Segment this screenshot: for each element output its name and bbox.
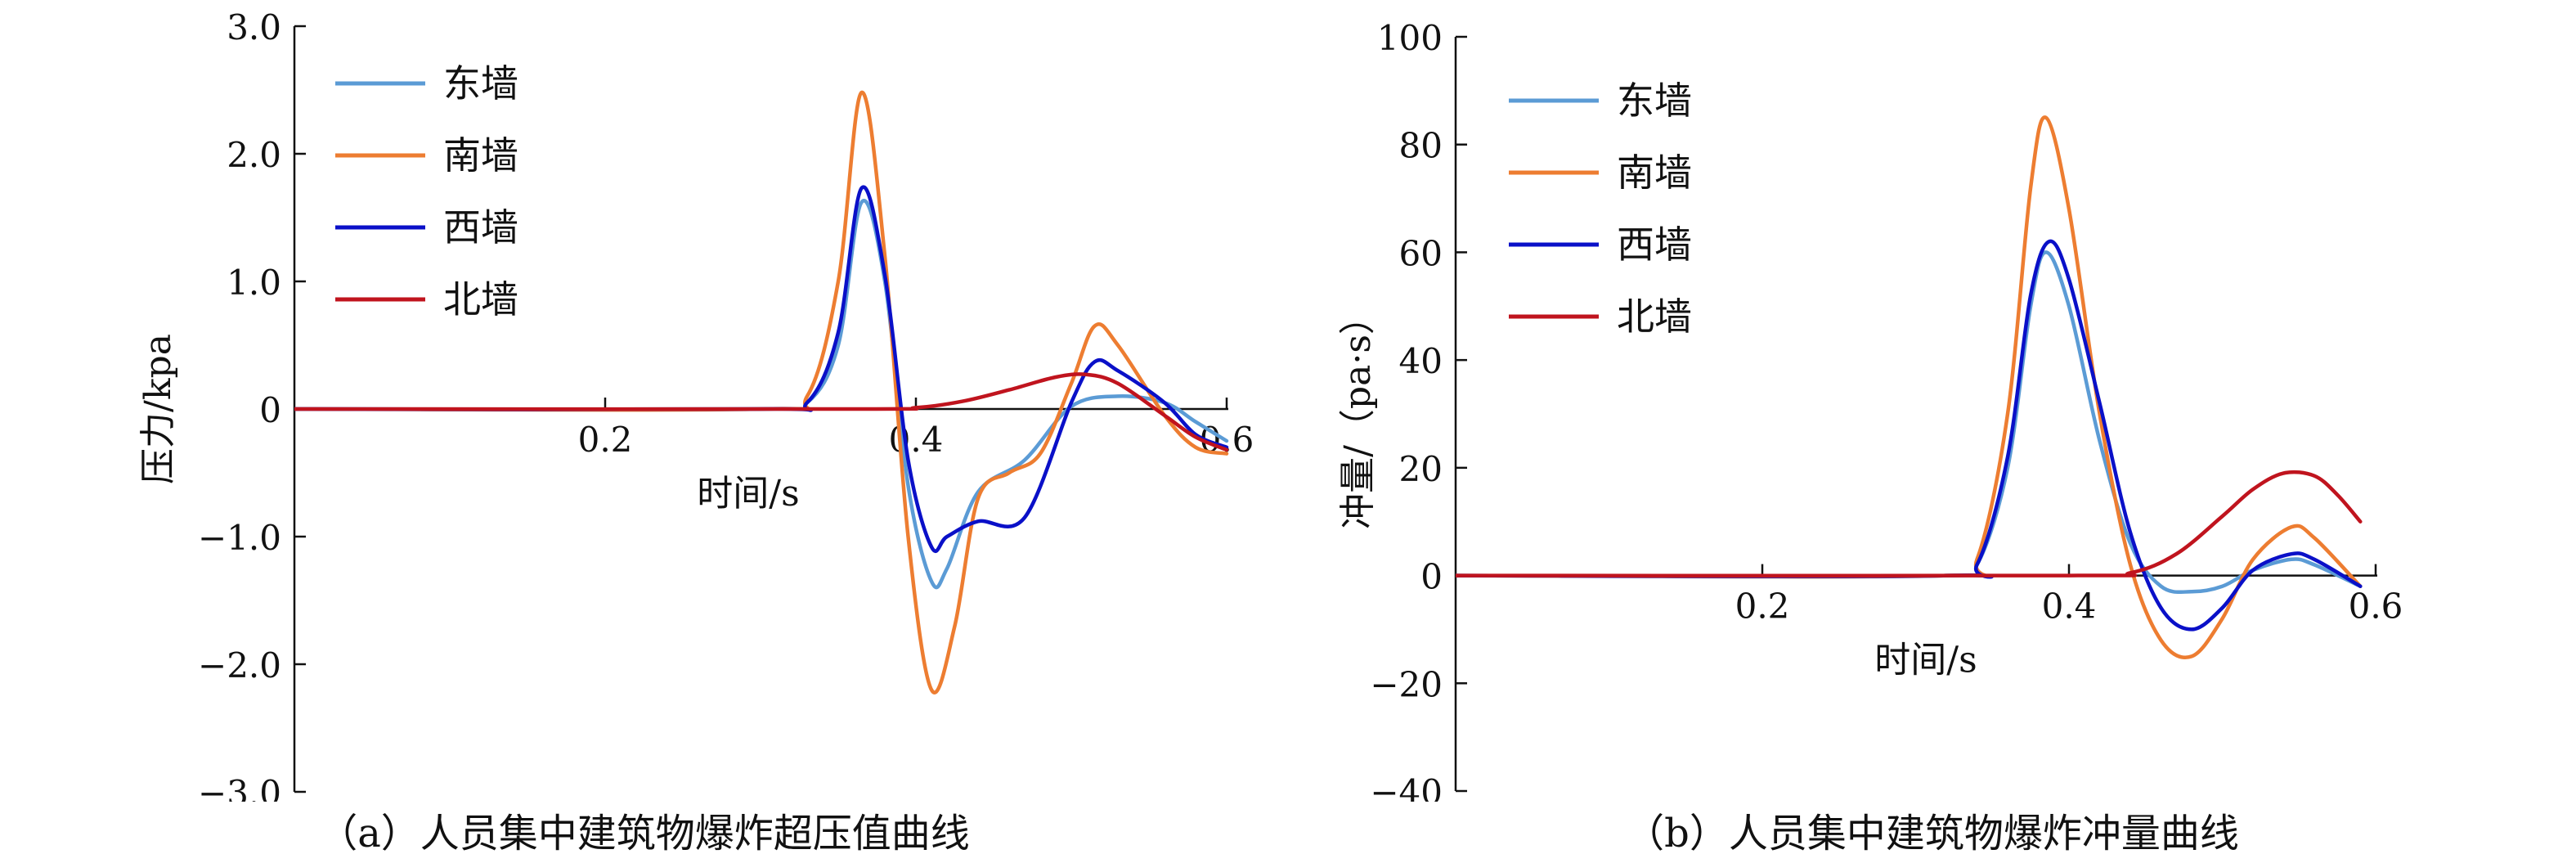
y-tick-label: 40 (1399, 341, 1443, 381)
impulse-chart-panel: 100 80 60 40 20 0 −20 −40 0.2 0.4 0.6 时间/s 冲量/（pa·s）… (1288, 0, 2576, 863)
pressure-chart-panel: 3.0 2.0 1.0 0 −1.0 −2.0 −3.0 0.2 0.4 0.6 时间/s 压力/kp… (137, 7, 1254, 856)
series-line-4 (1456, 470, 2363, 578)
y-tick-label: 2.0 (227, 135, 281, 175)
pressure-chart-caption: （a）人员集中建筑物爆炸超压值曲线 (318, 811, 970, 856)
legend-label: 东墙 (443, 61, 518, 106)
x-tick-label: 0.4 (889, 420, 944, 460)
legend-label: 西墙 (1617, 222, 1692, 267)
y-axis-label: 冲量/（pa·s） (1337, 299, 1379, 529)
series-line-4 (294, 372, 1229, 452)
y-tick-label: 100 (1377, 18, 1443, 58)
legend-label: 北墙 (443, 277, 518, 321)
x-tick-label: 0.4 (2042, 587, 2097, 627)
x-axis-label: 时间/s (1874, 640, 1977, 681)
y-tick-label: −2.0 (198, 645, 281, 685)
x-axis-label: 时间/s (697, 473, 799, 515)
y-axis-label: 压力/kpa (137, 334, 179, 484)
series-line-1 (1456, 250, 2363, 595)
pressure-chart: 3.02.01.00−1.0−2.0−3.00.2 0.4 0.6时间/s压力/kp… (137, 7, 1254, 813)
y-tick-label: 3.0 (227, 7, 281, 47)
x-tick-label: 0.6 (2349, 587, 2403, 627)
legend-label: 南墙 (1617, 151, 1692, 195)
legend-label: 西墙 (443, 205, 518, 249)
series-line-3 (1456, 239, 2363, 632)
y-tick-label: −3.0 (198, 773, 281, 802)
x-tick-label: 0.2 (578, 420, 633, 460)
y-tick-label: 20 (1399, 449, 1443, 489)
legend-label: 北墙 (1617, 294, 1692, 339)
legend-label: 东墙 (1617, 79, 1692, 123)
x-tick-label: 0.2 (1735, 587, 1790, 627)
y-tick-label: 60 (1399, 233, 1443, 273)
y-tick-label: 80 (1399, 126, 1443, 166)
y-tick-label: 1.0 (227, 263, 281, 303)
legend-label: 南墙 (443, 133, 518, 178)
y-tick-label: 0 (259, 390, 281, 430)
y-tick-label: −1.0 (198, 518, 281, 558)
y-tick-label: −20 (1370, 664, 1443, 704)
series-line-1 (294, 199, 1229, 590)
y-tick-label: 0 (1420, 557, 1443, 597)
y-tick-label: −40 (1370, 772, 1443, 802)
series-line-2 (294, 90, 1229, 694)
impulse-chart-caption: （b）人员集中建筑物爆炸冲量曲线 (1625, 811, 2239, 856)
impulse-chart: 100 80 60 40 20 0 −20 −40 0.2 0.4 0.6 时间/s 冲量/（pa·s）… (1337, 18, 2403, 812)
